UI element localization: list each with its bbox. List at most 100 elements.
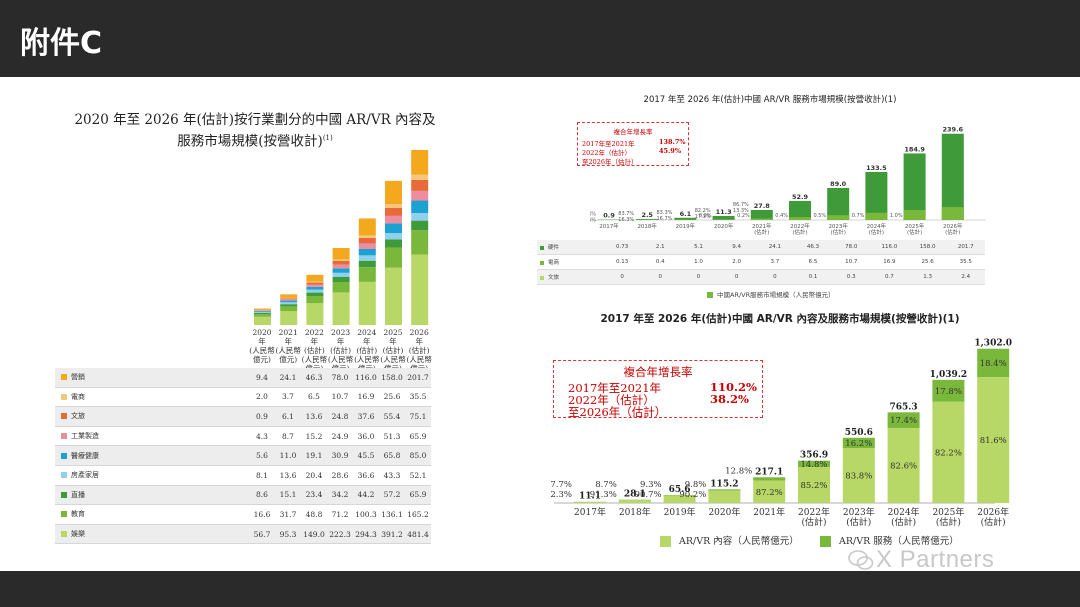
industry-header-line: (人民幣 <box>354 355 380 364</box>
content-bar-segment <box>708 490 741 503</box>
service-value-cell: 116.0 <box>870 240 909 255</box>
service-row-label: 電商 <box>537 254 603 270</box>
industry-bar-segment <box>411 254 429 325</box>
industry-bar-segment <box>280 298 298 300</box>
industry-header-line: (估計) <box>382 346 404 355</box>
service-total-label: 11.3 <box>716 208 732 216</box>
service-x-tick-label: (估計) <box>754 228 769 236</box>
industry-name: 工業製造 <box>71 432 99 441</box>
industry-value-cell: 37.6 <box>353 406 379 427</box>
service-bar-electronics <box>941 207 964 220</box>
service-share-label: 86.7% <box>733 202 749 208</box>
service-value-cell: 78.0 <box>832 240 871 255</box>
service-x-tick-label: 2023年 <box>828 222 848 230</box>
content-share-label: 87.2% <box>756 488 783 498</box>
total-value-label: 65.6 <box>669 485 691 495</box>
content-bar-segment <box>663 495 696 503</box>
industry-value-cell: 5.6 <box>249 445 275 466</box>
industry-value-cell: 2.0 <box>249 387 275 408</box>
industry-bar-segment <box>332 259 350 261</box>
industry-row-label: 電商 <box>55 387 249 408</box>
service-share-small: 0.2% <box>737 213 750 219</box>
industry-value-cell: 8.1 <box>249 465 275 486</box>
industry-column-header: 2024 年(估計)(人民幣億元) <box>354 328 380 373</box>
industry-value-cell: 52.1 <box>405 465 431 486</box>
service-value-cell: 0.13 <box>603 254 642 270</box>
content-share-label: 90.2% <box>679 490 706 500</box>
content-share-label: 82.6% <box>890 462 917 472</box>
industry-name: 醫療健康 <box>71 451 99 460</box>
industry-bar-segment <box>411 200 429 213</box>
service-total-label: 89.0 <box>830 180 847 188</box>
service-value-cell: 0.3 <box>832 269 871 285</box>
table-row: 教育 16.6 31.7 48.8 71.2 100.3 136.1 165.2 <box>55 504 431 525</box>
industry-value-cell: 15.2 <box>301 426 327 447</box>
industry-header-line: 2024 年 <box>357 328 377 346</box>
service-value-cell: 9.4 <box>717 240 756 255</box>
service-total-label: 27.8 <box>754 202 771 210</box>
page-title: 附件C <box>20 26 103 61</box>
industry-header-line: 2026 年 <box>409 328 429 346</box>
industry-bar-segment <box>280 294 298 298</box>
content-x-tick-label: 2018年 <box>619 506 651 518</box>
service-total-label: 6.1 <box>680 210 692 218</box>
industry-name: 電商 <box>71 392 85 401</box>
service-bar-electronics <box>750 218 773 220</box>
content-x-tick-label: 2017年 <box>574 506 606 518</box>
content-x-tick-label: 2019年 <box>664 506 696 518</box>
total-value-label: 550.6 <box>845 428 873 438</box>
service-row-name: 硬件 <box>548 245 560 251</box>
content-legend-swatch <box>660 536 671 547</box>
industry-bar-segment <box>254 311 271 314</box>
total-value-label: 11.1 <box>579 492 601 502</box>
service-value-cell: 3.7 <box>755 254 794 270</box>
industry-value-cell: 4.3 <box>249 426 275 447</box>
service-cagr-period-1: 2017年至2021年 <box>582 140 635 148</box>
service-x-tick-label: 2019年 <box>676 222 696 230</box>
content-service-cagr-period-2: 2022年（估計） <box>568 393 655 407</box>
industry-bar-segment <box>280 300 298 303</box>
content-bar-segment <box>842 448 875 503</box>
total-value-label: 1,302.0 <box>974 339 1012 349</box>
service-value-cell: 158.0 <box>908 240 947 255</box>
industry-name: 教育 <box>71 510 85 519</box>
industry-title-line2: 服務市場規模(按營收計) <box>177 133 323 150</box>
industry-bar-segment <box>306 281 324 283</box>
industry-header-line: 2022 年 <box>304 328 324 346</box>
industry-bar-segment <box>332 264 350 269</box>
industry-bar-segment <box>411 150 429 175</box>
industry-bar-segment <box>306 296 324 304</box>
industry-bar-segment <box>358 267 376 282</box>
industry-bar-segment <box>280 306 298 312</box>
industry-row-label: 房產家居 <box>55 465 249 486</box>
table-row: 醫療健康 5.6 11.0 19.1 30.9 45.5 65.8 85.0 <box>55 445 431 466</box>
industry-data-table: 營銷 9.4 24.1 46.3 78.0 116.0 158.0 201.7 電商 2.0 3.7… <box>55 368 431 545</box>
industry-header-line: 2020 年 <box>252 328 272 346</box>
legend-swatch <box>61 531 67 538</box>
industry-bar-segment <box>358 235 376 238</box>
industry-column-header: 2026 年(估計)(人民幣億元) <box>406 328 432 373</box>
service-total-label: 184.9 <box>904 145 925 153</box>
total-value-label: 115.2 <box>710 479 738 489</box>
industry-bar-segment <box>358 248 376 256</box>
service-value-cell: 35.5 <box>946 254 985 270</box>
content-share-label: 90.7% <box>635 490 662 500</box>
content-bar-segment <box>798 466 830 503</box>
industry-value-cell: 136.1 <box>379 504 405 525</box>
legend-swatch <box>61 452 67 459</box>
service-bar-chart: 0.985.4%14.6%2017年2.583.7%16.3%2018年6.18… <box>590 126 986 236</box>
content-legend-label: AR/VR 內容（人民幣億元） <box>679 536 799 547</box>
service-share-small: 1.0% <box>890 213 903 219</box>
industry-header-line: (人民幣 <box>406 355 432 364</box>
service-bar-electronics <box>827 215 850 220</box>
content-x-tick-label: (估計) <box>936 516 961 528</box>
service-x-tick-label: (估計) <box>945 228 960 236</box>
industry-bar-segment <box>254 314 271 317</box>
table-row: 電商 2.0 3.7 6.5 10.7 16.9 25.6 35.5 <box>55 387 431 408</box>
service-bar-segment <box>842 437 875 449</box>
industry-header-line: (估計) <box>303 346 325 355</box>
service-share-label: 14.8% <box>800 460 827 470</box>
service-value-cell: 16.9 <box>870 254 909 270</box>
service-x-tick-label: (估計) <box>907 228 922 236</box>
service-value-cell: 24.1 <box>755 240 794 255</box>
